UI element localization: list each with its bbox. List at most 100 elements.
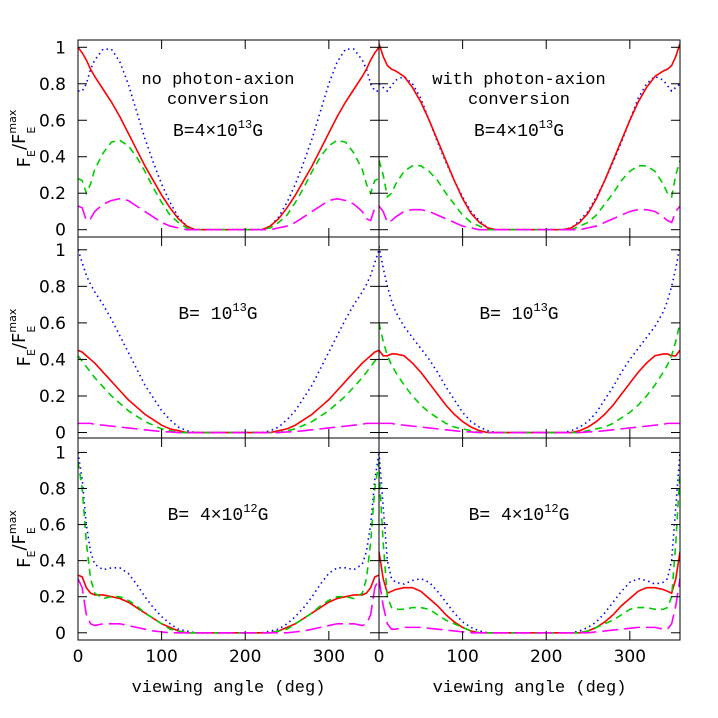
y-label-part: E: [25, 550, 38, 557]
field-label-part: 12: [243, 502, 257, 516]
y-label-part: F: [14, 157, 35, 167]
y-label-part: max: [6, 109, 19, 133]
frame: [378, 437, 681, 641]
curve: [78, 355, 379, 434]
curve: [78, 197, 379, 231]
field-label-part: B= 4×10: [168, 506, 244, 526]
y-tick-label: 0.4: [39, 148, 66, 168]
curve: [78, 139, 379, 231]
y-tick-label: 0.6: [39, 516, 66, 536]
field-label: B= 4×1012G: [168, 502, 269, 526]
x-tick-label: 100: [145, 647, 177, 667]
field-label-part: G: [252, 122, 263, 142]
y-label-part: max: [6, 510, 19, 534]
y-tick-label: 0: [55, 624, 66, 644]
curve: [379, 245, 680, 434]
panel: 0 0.2 0.4 0.6 0.8 1 0 100 200 300 viewing angle (d…: [6, 437, 380, 698]
x-tick-label: 300: [614, 647, 646, 667]
y-tick-label: 0.2: [39, 387, 66, 407]
y-tick-label: 1: [55, 443, 66, 463]
field-label-part: G: [559, 506, 570, 526]
frame: [77, 236, 380, 439]
y-axis-label: FE/FEmax: [6, 510, 38, 568]
frame: [77, 437, 380, 641]
y-tick-label: 0.8: [39, 277, 66, 297]
y-tick-label: 0: [55, 221, 66, 241]
y-tick-label: 0: [55, 424, 66, 444]
curve: [379, 470, 680, 634]
field-label-part: G: [258, 506, 269, 526]
curve: [78, 349, 379, 434]
y-label-part: E: [25, 527, 38, 534]
x-tick-label: 300: [313, 647, 345, 667]
curve: [78, 578, 379, 634]
field-label: B= 1013G: [479, 301, 558, 325]
field-label-part: G: [247, 305, 258, 325]
field-label: B=4×1013G: [474, 118, 564, 142]
y-tick-label: 0.8: [39, 75, 66, 95]
curve: [78, 422, 379, 434]
y-label-part: E: [25, 326, 38, 333]
y-label-part: /F: [9, 534, 30, 550]
y-label-part: /F: [9, 333, 30, 349]
panel: B= 1013G: [378, 236, 681, 439]
field-label-part: G: [548, 305, 559, 325]
x-axis-label: viewing angle (deg): [132, 679, 326, 698]
y-label-part: max: [6, 308, 19, 332]
curve: [379, 551, 680, 634]
curve: [78, 461, 379, 634]
curve: [379, 578, 680, 634]
y-tick-label: 0.6: [39, 111, 66, 131]
field-label-part: B=4×10: [173, 122, 238, 142]
x-tick-label: 200: [530, 647, 562, 667]
y-axis-label: FE/FEmax: [6, 308, 38, 366]
y-tick-label: 1: [55, 241, 66, 261]
field-label-part: B= 10: [479, 305, 533, 325]
annotation: no photon-axion: [141, 71, 294, 90]
field-label-part: 13: [232, 301, 246, 315]
x-tick-label: 100: [446, 647, 478, 667]
curve: [379, 349, 680, 434]
y-tick-label: 0.6: [39, 314, 66, 334]
y-tick-label: 0.2: [39, 588, 66, 608]
y-tick-label: 0.2: [39, 184, 66, 204]
y-label-part: /F: [9, 134, 30, 150]
y-label-part: E: [25, 150, 38, 157]
y-tick-label: 1: [55, 38, 66, 58]
y-label-part: F: [14, 557, 35, 567]
curve: [379, 422, 680, 434]
panel: 0 100 200 300 viewing angle (deg) B= 4×1012G: [374, 437, 681, 698]
field-label: B=4×1013G: [173, 118, 263, 142]
field-label-part: B=4×10: [474, 122, 539, 142]
field-label-part: 12: [544, 502, 558, 516]
y-label-part: F: [14, 356, 35, 366]
x-tick-label: 0: [374, 647, 385, 667]
x-axis-label: viewing angle (deg): [433, 679, 627, 698]
field-label-part: 13: [238, 118, 252, 132]
y-label-part: E: [25, 349, 38, 356]
field-label-part: B= 4×10: [469, 506, 545, 526]
y-tick-label: 0.8: [39, 480, 66, 500]
y-tick-label: 0.4: [39, 350, 66, 370]
x-tick-label: 0: [73, 647, 84, 667]
field-label-part: 13: [539, 118, 553, 132]
curve: [379, 160, 680, 231]
annotation: with photon-axion: [432, 71, 605, 90]
x-tick-label: 200: [229, 647, 261, 667]
field-label-part: 13: [533, 301, 547, 315]
curve: [78, 452, 379, 634]
curve: [379, 205, 680, 231]
y-label-part: E: [25, 127, 38, 134]
field-label-part: G: [553, 122, 564, 142]
y-tick-label: 0.4: [39, 552, 66, 572]
field-label-part: B= 10: [178, 305, 232, 325]
annotation: conversion: [468, 91, 570, 110]
field-label: B= 1013G: [178, 301, 257, 325]
field-label: B= 4×1012G: [469, 502, 570, 526]
curve: [379, 452, 680, 634]
curve: [379, 322, 680, 434]
curve: [78, 249, 379, 434]
